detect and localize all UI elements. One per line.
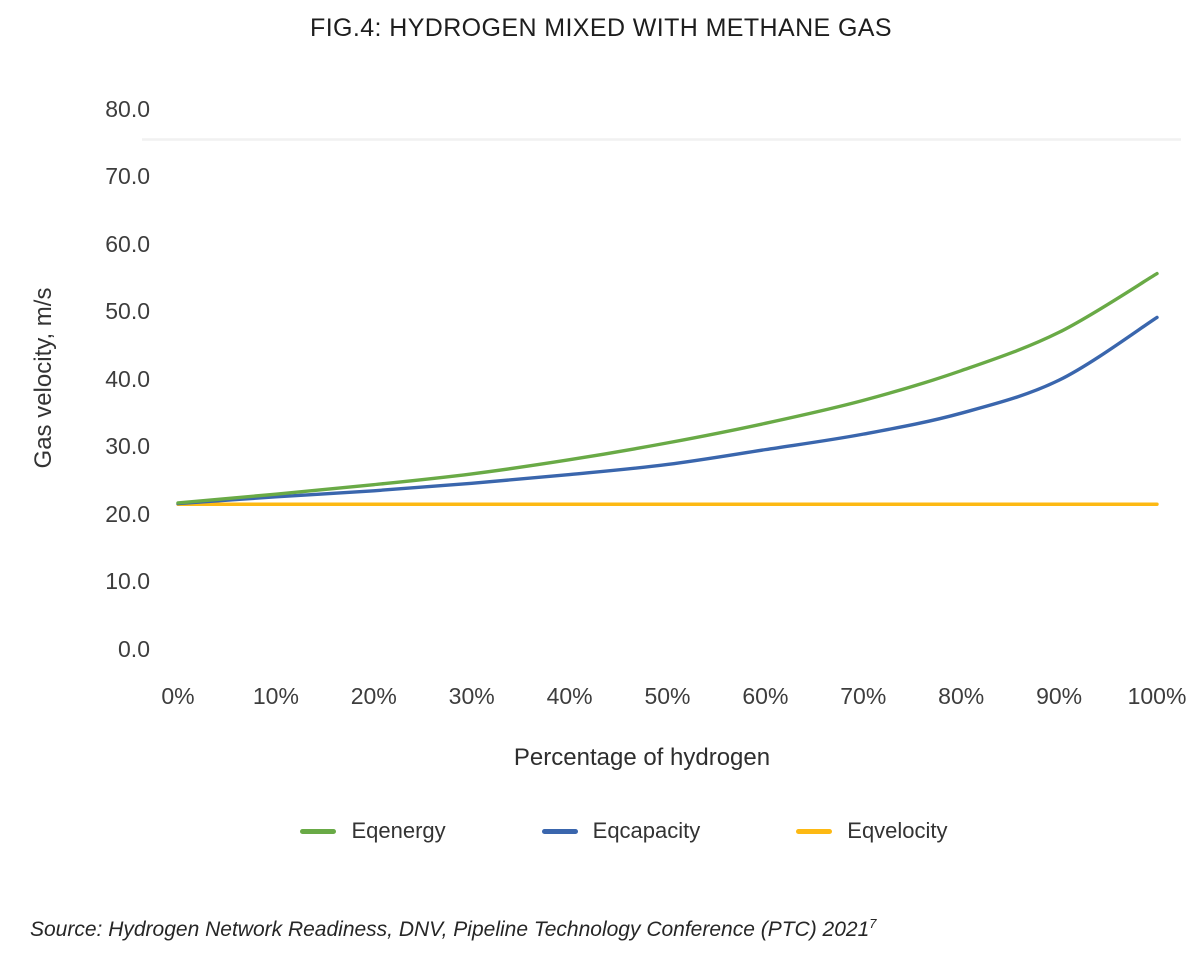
x-tick-label: 40% xyxy=(546,683,593,709)
legend-label: Eqvelocity xyxy=(847,818,948,843)
legend-swatch-icon xyxy=(796,828,833,834)
x-tick-label: 80% xyxy=(938,683,985,709)
legend-swatch-icon xyxy=(300,828,337,834)
source-superscript: 7 xyxy=(869,916,877,931)
x-tick-label: 60% xyxy=(742,683,789,709)
y-tick-label: 80.0 xyxy=(105,96,150,122)
legend-swatch-icon xyxy=(541,828,578,834)
legend-item-eqcapacity: Eqcapacity xyxy=(541,818,701,844)
series-line-eqcapacity xyxy=(176,315,1159,506)
x-tick-label: 0% xyxy=(161,683,195,709)
legend-item-eqenergy: Eqenergy xyxy=(300,818,446,844)
source-note: Source: Hydrogen Network Readiness, DNV,… xyxy=(30,916,877,942)
y-tick-label: 10.0 xyxy=(105,568,150,595)
x-tick-label: 50% xyxy=(644,683,691,709)
x-tick-label: 30% xyxy=(448,683,495,709)
legend-item-eqvelocity: Eqvelocity xyxy=(796,818,948,844)
legend-label: Eqcapacity xyxy=(592,818,701,843)
source-text: Source: Hydrogen Network Readiness, DNV,… xyxy=(30,918,870,941)
y-tick-label: 70.0 xyxy=(105,163,150,190)
y-tick-label: 20.0 xyxy=(105,500,150,527)
legend: Eqenergy Eqcapacity Eqvelocity xyxy=(0,818,1202,844)
y-tick-label: 50.0 xyxy=(105,298,150,325)
x-tick-label: 100% xyxy=(1127,683,1187,709)
y-tick-label: 0.0 xyxy=(118,635,150,662)
y-tick-label: 40.0 xyxy=(105,365,150,392)
x-tick-label: 20% xyxy=(350,683,397,709)
y-tick-label: 60.0 xyxy=(105,230,150,257)
x-tick-label: 10% xyxy=(252,683,299,709)
x-tick-label: 90% xyxy=(1036,683,1083,709)
legend-label: Eqenergy xyxy=(351,818,446,843)
x-axis-title: Percentage of hydrogen xyxy=(513,744,771,771)
y-tick-label: 30.0 xyxy=(105,433,150,460)
series-line-eqenergy xyxy=(176,271,1159,505)
x-tick-label: 70% xyxy=(840,683,887,709)
chart-title: FIG.4: HYDROGEN MIXED WITH METHANE GAS xyxy=(310,14,892,42)
